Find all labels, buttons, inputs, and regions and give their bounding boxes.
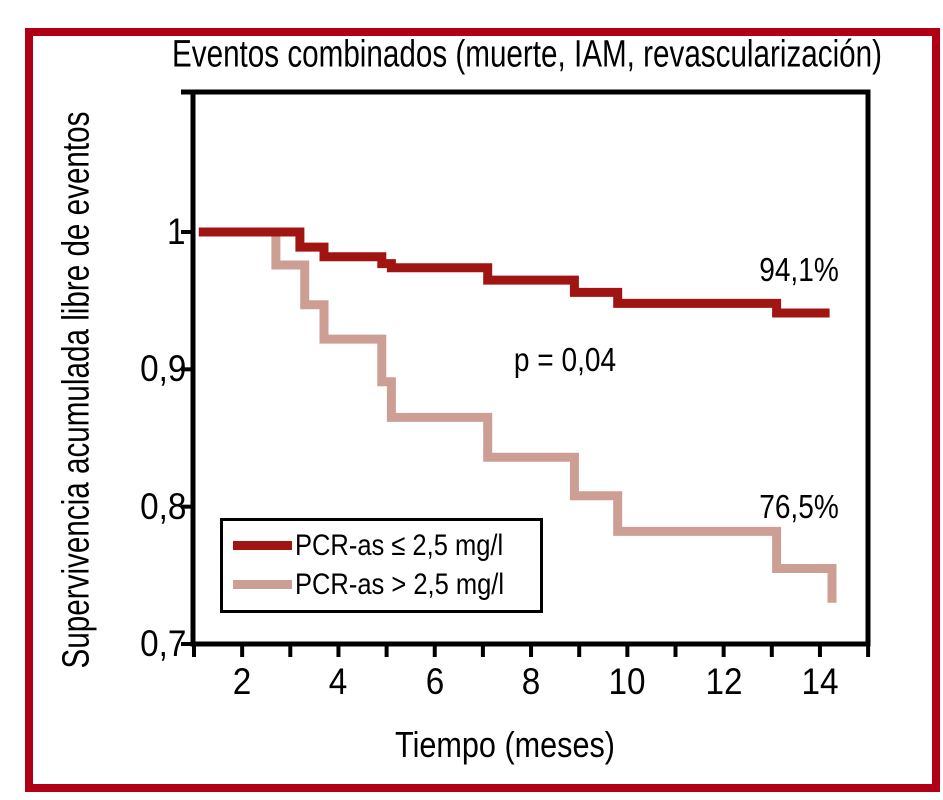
x-tick-label-12-text: 12 <box>705 661 743 702</box>
legend-swatch-pink-line <box>233 580 292 589</box>
y-tick-label-1-text: 1 <box>167 211 186 252</box>
annotation-94-1: 94,1% <box>752 251 846 289</box>
x-tick-label-6-text: 6 <box>425 661 445 702</box>
figure-red-border <box>25 28 940 792</box>
legend-label-gt: PCR-as > 2,5 mg/l <box>295 567 505 601</box>
annotation-p-0-04: p = 0,04 <box>505 341 625 379</box>
x-tick-label-2-text: 2 <box>232 661 252 702</box>
x-axis-label: Tiempo (meses) <box>376 724 635 766</box>
y-axis-label: Supervivencia acumulada libre de eventos <box>56 33 99 747</box>
x-tick-label-8: 8 <box>521 661 542 703</box>
x-tick-label-14: 14 <box>799 661 840 703</box>
legend-swatch-red-line <box>233 541 292 550</box>
annotation-94-1-text: 94,1% <box>758 251 839 289</box>
y-tick-label-0-7-text: 0,7 <box>139 622 186 664</box>
legend-item-le: PCR-as ≤ 2,5 mg/l <box>233 526 540 565</box>
legend-item-gt: PCR-as > 2,5 mg/l <box>233 565 540 604</box>
y-tick-label-0-7: 0,7 <box>135 623 186 665</box>
y-tick-label-0-9-text: 0,9 <box>139 348 186 390</box>
chart-title-text: Eventos combinados (muerte, IAM, revascu… <box>171 33 883 76</box>
survival-curve-le-2-5 <box>198 227 830 318</box>
annotation-76-5-text: 76,5% <box>758 487 839 525</box>
survival-curve-gt-2-5 <box>198 227 837 603</box>
x-tick-label-12: 12 <box>703 661 744 703</box>
x-tick-label-6: 6 <box>424 661 445 703</box>
x-tick-label-10: 10 <box>607 661 648 703</box>
x-tick-label-4: 4 <box>328 661 349 703</box>
x-tick-label-8-text: 8 <box>521 661 541 702</box>
x-tick-label-2: 2 <box>232 661 253 703</box>
annotation-p-0-04-text: p = 0,04 <box>513 340 616 378</box>
x-tick-label-10-text: 10 <box>608 661 646 702</box>
y-tick-label-0-9: 0,9 <box>135 348 186 390</box>
y-tick-label-1: 1 <box>165 211 186 253</box>
legend-label-le: PCR-as ≤ 2,5 mg/l <box>295 528 504 562</box>
x-tick-label-14-text: 14 <box>801 661 839 702</box>
x-tick-label-4-text: 4 <box>329 661 348 702</box>
annotation-76-5: 76,5% <box>752 488 846 526</box>
chart-title: Eventos combinados (muerte, IAM, revascu… <box>72 34 943 77</box>
x-axis-label-text: Tiempo (meses) <box>395 724 615 765</box>
legend-box: PCR-as ≤ 2,5 mg/l PCR-as > 2,5 mg/l <box>220 518 543 613</box>
y-tick-label-0-8-text: 0,8 <box>139 485 186 527</box>
y-tick-label-0-8: 0,8 <box>135 486 186 528</box>
y-axis-label-text: Supervivencia acumulada libre de eventos <box>55 111 98 669</box>
